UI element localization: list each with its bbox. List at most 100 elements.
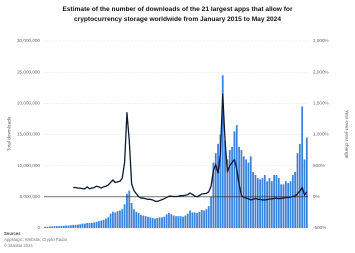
bar	[189, 210, 191, 228]
bar	[48, 226, 51, 228]
bar	[226, 159, 229, 228]
bar	[291, 175, 294, 228]
bar	[266, 181, 269, 228]
copyright: © Statista 2024	[4, 243, 33, 248]
bar	[119, 210, 121, 228]
y2-tick-label: 0%	[313, 194, 320, 199]
bar	[133, 209, 135, 228]
bar	[249, 156, 252, 228]
bar	[256, 178, 259, 228]
y2-tick-label: 1,500%	[313, 101, 329, 106]
bar	[184, 215, 187, 228]
bar	[105, 218, 107, 228]
bar	[263, 175, 266, 228]
chart-title: cryptocurrency storage worldwide from Ja…	[74, 16, 281, 23]
bar	[275, 175, 278, 228]
bar	[126, 193, 128, 228]
bar	[205, 209, 208, 228]
bar	[135, 211, 138, 228]
bar	[168, 213, 170, 228]
bar	[233, 131, 236, 228]
bar	[144, 216, 147, 228]
bar	[284, 181, 287, 228]
bar	[163, 216, 166, 228]
bar	[53, 226, 56, 228]
bar	[142, 215, 145, 228]
y-tick-label: 20,000,000	[17, 101, 40, 106]
bar	[156, 218, 159, 228]
bar	[247, 162, 250, 228]
bar	[273, 175, 276, 228]
bar	[198, 211, 201, 228]
bar	[100, 220, 103, 228]
y2-tick-label: -500%	[313, 225, 326, 230]
bar	[158, 217, 161, 228]
bar	[151, 218, 154, 228]
bar	[65, 225, 68, 228]
bar	[182, 216, 184, 228]
bar	[79, 224, 82, 228]
bar	[91, 223, 93, 228]
bar	[177, 216, 180, 228]
line	[73, 93, 308, 203]
bar	[228, 150, 231, 228]
bar	[123, 204, 126, 228]
bar	[95, 221, 98, 228]
bar	[60, 225, 63, 228]
y2-tick-label: 2,500%	[313, 38, 329, 43]
bar	[219, 134, 222, 228]
bar	[217, 143, 219, 228]
bar	[235, 125, 238, 228]
bar	[245, 159, 247, 228]
bar	[81, 223, 84, 228]
bar	[261, 178, 264, 228]
bar	[289, 181, 292, 228]
bar	[224, 140, 226, 228]
bar	[242, 156, 245, 228]
bar	[254, 175, 257, 228]
y2-tick-label: 2,000%	[313, 69, 329, 74]
bar	[214, 153, 217, 228]
bar	[69, 225, 72, 228]
bar	[161, 217, 163, 228]
bar	[221, 75, 224, 229]
bar	[298, 143, 301, 228]
bar	[193, 212, 196, 228]
bar	[121, 209, 124, 228]
bar	[207, 206, 210, 228]
bar	[128, 190, 131, 228]
bar	[210, 196, 212, 228]
bar	[305, 137, 308, 228]
bar	[130, 203, 133, 228]
bar	[116, 211, 119, 228]
y-tick-label: 15,000,000	[17, 132, 40, 137]
y-tick-label: 10,000,000	[17, 163, 40, 168]
bar	[282, 184, 285, 228]
bar	[98, 221, 100, 228]
bar	[74, 224, 77, 228]
bar	[72, 224, 75, 228]
bar	[196, 213, 198, 228]
bar	[301, 106, 304, 228]
bar	[55, 226, 58, 228]
bar	[287, 183, 290, 228]
bar	[240, 150, 243, 228]
bar	[191, 212, 194, 228]
y-tick-label: 25,000,000	[17, 69, 40, 74]
y2-tick-label: 1,000%	[313, 132, 329, 137]
bar	[280, 184, 283, 228]
bar	[175, 216, 177, 228]
bar	[268, 178, 271, 228]
y-tick-label: 5,000,000	[20, 194, 41, 199]
bar	[88, 223, 91, 228]
chart-title: Estimate of the number of downloads of t…	[62, 6, 293, 13]
bar	[165, 214, 168, 228]
bar	[58, 226, 61, 228]
bar	[114, 212, 117, 228]
bar	[200, 209, 203, 228]
bar	[170, 214, 173, 228]
bar	[154, 218, 156, 228]
source: AppMagic; Website; Crypto Radar	[4, 237, 68, 242]
